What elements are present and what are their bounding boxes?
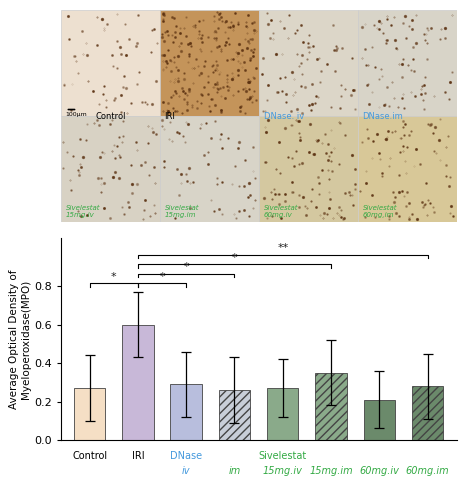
- Text: *: *: [232, 252, 237, 262]
- Text: Sivelestat
15mg.im: Sivelestat 15mg.im: [164, 204, 199, 218]
- Text: 100μm: 100μm: [66, 112, 87, 116]
- Bar: [219, 390, 250, 440]
- Bar: [358, 116, 457, 222]
- Text: 15mg.im: 15mg.im: [309, 466, 353, 476]
- Text: im: im: [228, 466, 240, 476]
- Text: 60mg.im: 60mg.im: [406, 466, 450, 476]
- Text: *: *: [159, 272, 165, 282]
- Text: *: *: [183, 262, 189, 272]
- Bar: [159, 116, 259, 222]
- Bar: [159, 10, 259, 116]
- Bar: [61, 116, 159, 222]
- Bar: [171, 384, 202, 440]
- Text: IRI: IRI: [131, 451, 144, 461]
- Text: IRI: IRI: [164, 112, 175, 120]
- Text: *: *: [111, 272, 116, 282]
- Bar: [259, 10, 358, 116]
- Text: Control: Control: [72, 451, 107, 461]
- Text: 15mg.iv: 15mg.iv: [263, 466, 303, 476]
- Text: Sivelestat
15mg.iv: Sivelestat 15mg.iv: [66, 204, 100, 218]
- Bar: [259, 116, 358, 222]
- Text: 60mg.iv: 60mg.iv: [359, 466, 399, 476]
- Text: Sivelestat: Sivelestat: [259, 451, 307, 461]
- Text: DNase.im: DNase.im: [363, 112, 404, 120]
- Bar: [363, 400, 395, 440]
- Text: DNase: DNase: [170, 451, 202, 461]
- Text: DNase. iv: DNase. iv: [264, 112, 304, 120]
- Bar: [61, 10, 159, 116]
- Text: Control: Control: [95, 112, 126, 120]
- Text: Sivelestat
60mg,im: Sivelestat 60mg,im: [363, 204, 397, 218]
- Text: Sivelestat
60mg.iv: Sivelestat 60mg.iv: [264, 204, 298, 218]
- Bar: [267, 388, 299, 440]
- Bar: [74, 388, 105, 440]
- Bar: [315, 373, 347, 440]
- Text: **: **: [277, 243, 288, 253]
- Text: iv: iv: [182, 466, 191, 476]
- Bar: [358, 10, 457, 116]
- Bar: [122, 324, 154, 440]
- Bar: [412, 386, 443, 440]
- Y-axis label: Average Optical Density of
Myeloperoxidase(MPO): Average Optical Density of Myeloperoxida…: [9, 270, 31, 409]
